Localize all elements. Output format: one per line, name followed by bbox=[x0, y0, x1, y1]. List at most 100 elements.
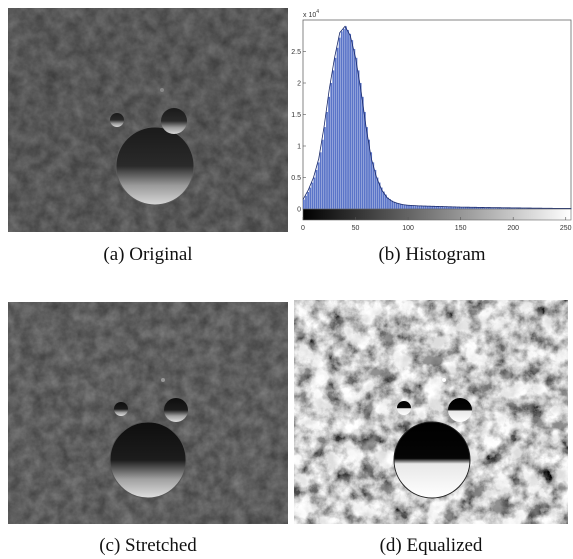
x-tick-label: 200 bbox=[507, 225, 519, 232]
histogram-bar bbox=[523, 207, 526, 209]
histogram-bar bbox=[515, 207, 518, 209]
y-tick-label: 1 bbox=[297, 144, 301, 151]
histogram-bar bbox=[496, 207, 499, 209]
histogram-bar bbox=[374, 169, 377, 209]
histogram-bar bbox=[382, 191, 385, 209]
histogram-bar bbox=[538, 208, 541, 209]
histogram-bar bbox=[332, 70, 335, 210]
x-tick-label: 100 bbox=[402, 225, 414, 232]
histogram-bar bbox=[502, 207, 505, 209]
histogram-bar bbox=[418, 205, 421, 209]
histogram-bar bbox=[342, 28, 345, 209]
histogram-bar bbox=[511, 207, 513, 209]
histogram-bar bbox=[504, 207, 507, 209]
histogram-bar bbox=[492, 207, 494, 209]
histogram-bars bbox=[302, 25, 572, 210]
equalized-image bbox=[294, 300, 568, 524]
histogram-bar bbox=[525, 208, 528, 209]
histogram-bar bbox=[378, 182, 381, 209]
histogram-bar bbox=[527, 208, 530, 209]
histogram-bar bbox=[363, 111, 366, 209]
histogram-bar bbox=[366, 127, 368, 209]
histogram-bar bbox=[490, 207, 492, 209]
caption-original: (a) Original bbox=[103, 244, 193, 265]
histogram-bar bbox=[483, 207, 486, 209]
histogram-bar bbox=[445, 206, 448, 209]
histogram-bar bbox=[403, 204, 406, 209]
histogram-bar bbox=[458, 207, 461, 209]
histogram-bar bbox=[462, 207, 465, 209]
histogram-bar bbox=[391, 200, 394, 209]
histogram-bar bbox=[513, 207, 515, 209]
histogram-bar bbox=[340, 31, 343, 210]
histogram-bar bbox=[433, 206, 436, 209]
histogram-outline bbox=[302, 25, 571, 209]
histogram-bar bbox=[479, 207, 482, 209]
caption-equalized: (d) Equalized bbox=[379, 535, 483, 556]
histogram-bar bbox=[359, 83, 362, 209]
histogram-bar bbox=[450, 206, 452, 209]
equalized-image-svg bbox=[294, 300, 568, 524]
histogram-bar bbox=[372, 162, 375, 209]
histogram-bar bbox=[387, 197, 389, 209]
histogram-bar bbox=[368, 139, 370, 209]
histogram-bar bbox=[498, 207, 501, 209]
original-image bbox=[8, 8, 288, 232]
stretched-image bbox=[8, 302, 288, 524]
histogram-bar bbox=[395, 202, 398, 209]
histogram-bar bbox=[401, 204, 404, 209]
histogram-bar bbox=[519, 207, 522, 209]
histogram-bar bbox=[477, 207, 480, 209]
x-tick-label: 150 bbox=[455, 225, 467, 232]
histogram-bar bbox=[464, 207, 467, 209]
histogram-bar bbox=[460, 207, 463, 209]
histogram-bar bbox=[338, 37, 341, 209]
histogram-bar bbox=[534, 208, 536, 209]
grayscale-colorbar bbox=[302, 208, 572, 221]
histogram-bar bbox=[345, 26, 347, 209]
histogram-bar bbox=[355, 57, 358, 209]
histogram-bar bbox=[508, 207, 511, 209]
histogram-bar bbox=[431, 206, 433, 209]
histogram-bar bbox=[311, 182, 314, 209]
histogram-bar bbox=[313, 177, 316, 209]
histogram-bar bbox=[321, 139, 324, 209]
histogram-bar bbox=[500, 207, 503, 209]
histogram-bar bbox=[353, 48, 356, 210]
histogram-bar bbox=[536, 208, 539, 209]
histogram-bar bbox=[494, 207, 497, 209]
histogram-bar bbox=[429, 206, 431, 209]
histogram-bar bbox=[454, 206, 457, 209]
histogram-bar bbox=[324, 127, 326, 209]
histogram-bar bbox=[408, 205, 410, 209]
histogram-bar bbox=[319, 152, 322, 209]
histogram-bar bbox=[420, 205, 423, 209]
histogram-bar bbox=[471, 207, 473, 209]
histogram-bar bbox=[412, 205, 415, 209]
histogram-bar bbox=[389, 199, 391, 209]
histogram-bar bbox=[469, 207, 471, 209]
histogram-bar bbox=[349, 33, 352, 209]
x-axis-ticks: 0 50 100 150 200 250 bbox=[301, 217, 572, 232]
histogram-bar bbox=[439, 206, 442, 209]
histogram-bar bbox=[424, 206, 427, 209]
y-tick-label: 1.5 bbox=[291, 112, 301, 119]
original-image-svg bbox=[8, 8, 288, 232]
caption-histogram: (b) Histogram bbox=[378, 244, 486, 265]
histogram-bar bbox=[441, 206, 444, 209]
stretched-image-svg bbox=[8, 302, 288, 524]
histogram-bar bbox=[330, 83, 333, 209]
histogram-bar bbox=[303, 199, 305, 209]
histogram-bar bbox=[410, 205, 412, 209]
histogram-bar bbox=[305, 195, 307, 209]
histogram-bar bbox=[376, 177, 379, 209]
histogram-bar bbox=[361, 96, 364, 209]
histogram-bar bbox=[521, 207, 524, 209]
histogram-bar bbox=[530, 208, 532, 209]
y-tick-label: 2 bbox=[297, 81, 301, 88]
y-tick-label: 0.5 bbox=[291, 175, 301, 182]
x-tick-label: 0 bbox=[301, 225, 305, 232]
histogram-bar bbox=[326, 111, 328, 209]
histogram-bar bbox=[485, 207, 488, 209]
x-tick-label: 50 bbox=[352, 225, 360, 232]
